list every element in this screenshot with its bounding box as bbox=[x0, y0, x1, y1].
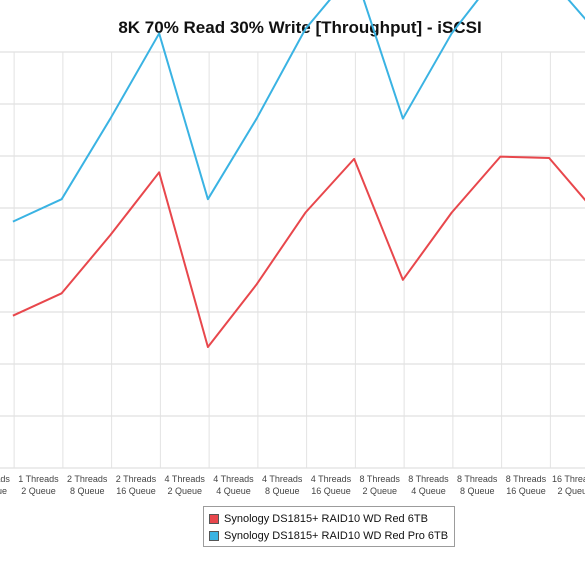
x-tick-label: 8 Threads bbox=[506, 474, 547, 484]
x-tick-label: 2 Queue bbox=[167, 486, 202, 496]
x-tick-label: 1 Queue bbox=[0, 486, 7, 496]
legend-label-wd-red-pro: Synology DS1815+ RAID10 WD Red Pro 6TB bbox=[224, 529, 449, 542]
x-tick-label: 1 Threads bbox=[0, 474, 10, 484]
x-tick-label: 16 Threads bbox=[552, 474, 585, 484]
legend: Synology DS1815+ RAID10 WD Red 6TB Synol… bbox=[203, 506, 455, 547]
x-tick-label: 4 Threads bbox=[213, 474, 254, 484]
x-tick-label: 8 Threads bbox=[408, 474, 449, 484]
legend-label-wd-red: Synology DS1815+ RAID10 WD Red 6TB bbox=[224, 512, 428, 525]
x-tick-label: 2 Threads bbox=[67, 474, 108, 484]
x-tick-label: 8 Queue bbox=[460, 486, 495, 496]
x-tick-label: 4 Threads bbox=[311, 474, 352, 484]
x-tick-label: 8 Threads bbox=[457, 474, 498, 484]
legend-swatch-wd-red bbox=[209, 513, 219, 524]
chart-title: 8K 70% Read 30% Write [Throughput] - iSC… bbox=[118, 18, 482, 37]
x-tick-label: 16 Queue bbox=[506, 486, 546, 496]
x-tick-label: 4 Queue bbox=[411, 486, 446, 496]
x-tick-label: 8 Threads bbox=[360, 474, 401, 484]
series-line-1 bbox=[12, 0, 585, 223]
x-tick-label: 8 Queue bbox=[265, 486, 300, 496]
x-tick-label: 2 Queue bbox=[557, 486, 585, 496]
x-tick-label: 16 Queue bbox=[116, 486, 156, 496]
x-tick-label: 8 Queue bbox=[70, 486, 105, 496]
x-tick-label: 1 Threads bbox=[18, 474, 59, 484]
legend-item-wd-red: Synology DS1815+ RAID10 WD Red 6TB bbox=[209, 510, 454, 527]
x-tick-label: 4 Queue bbox=[216, 486, 251, 496]
x-tick-label: 2 Queue bbox=[362, 486, 397, 496]
series-lines bbox=[12, 0, 585, 349]
x-axis-tick-labels: 1 Threads 1 Queue 1 Threads 2 Queue 2 Thread… bbox=[0, 474, 585, 496]
legend-swatch-wd-red-pro bbox=[209, 530, 219, 541]
grid bbox=[0, 51, 585, 469]
x-tick-label: 16 Queue bbox=[311, 486, 351, 496]
x-tick-label: 4 Threads bbox=[262, 474, 303, 484]
x-tick-label: 4 Threads bbox=[165, 474, 206, 484]
series-line-0 bbox=[12, 155, 585, 349]
x-tick-label: 2 Queue bbox=[21, 486, 56, 496]
legend-item-wd-red-pro: Synology DS1815+ RAID10 WD Red Pro 6TB bbox=[209, 527, 454, 544]
x-tick-label: 2 Threads bbox=[116, 474, 157, 484]
